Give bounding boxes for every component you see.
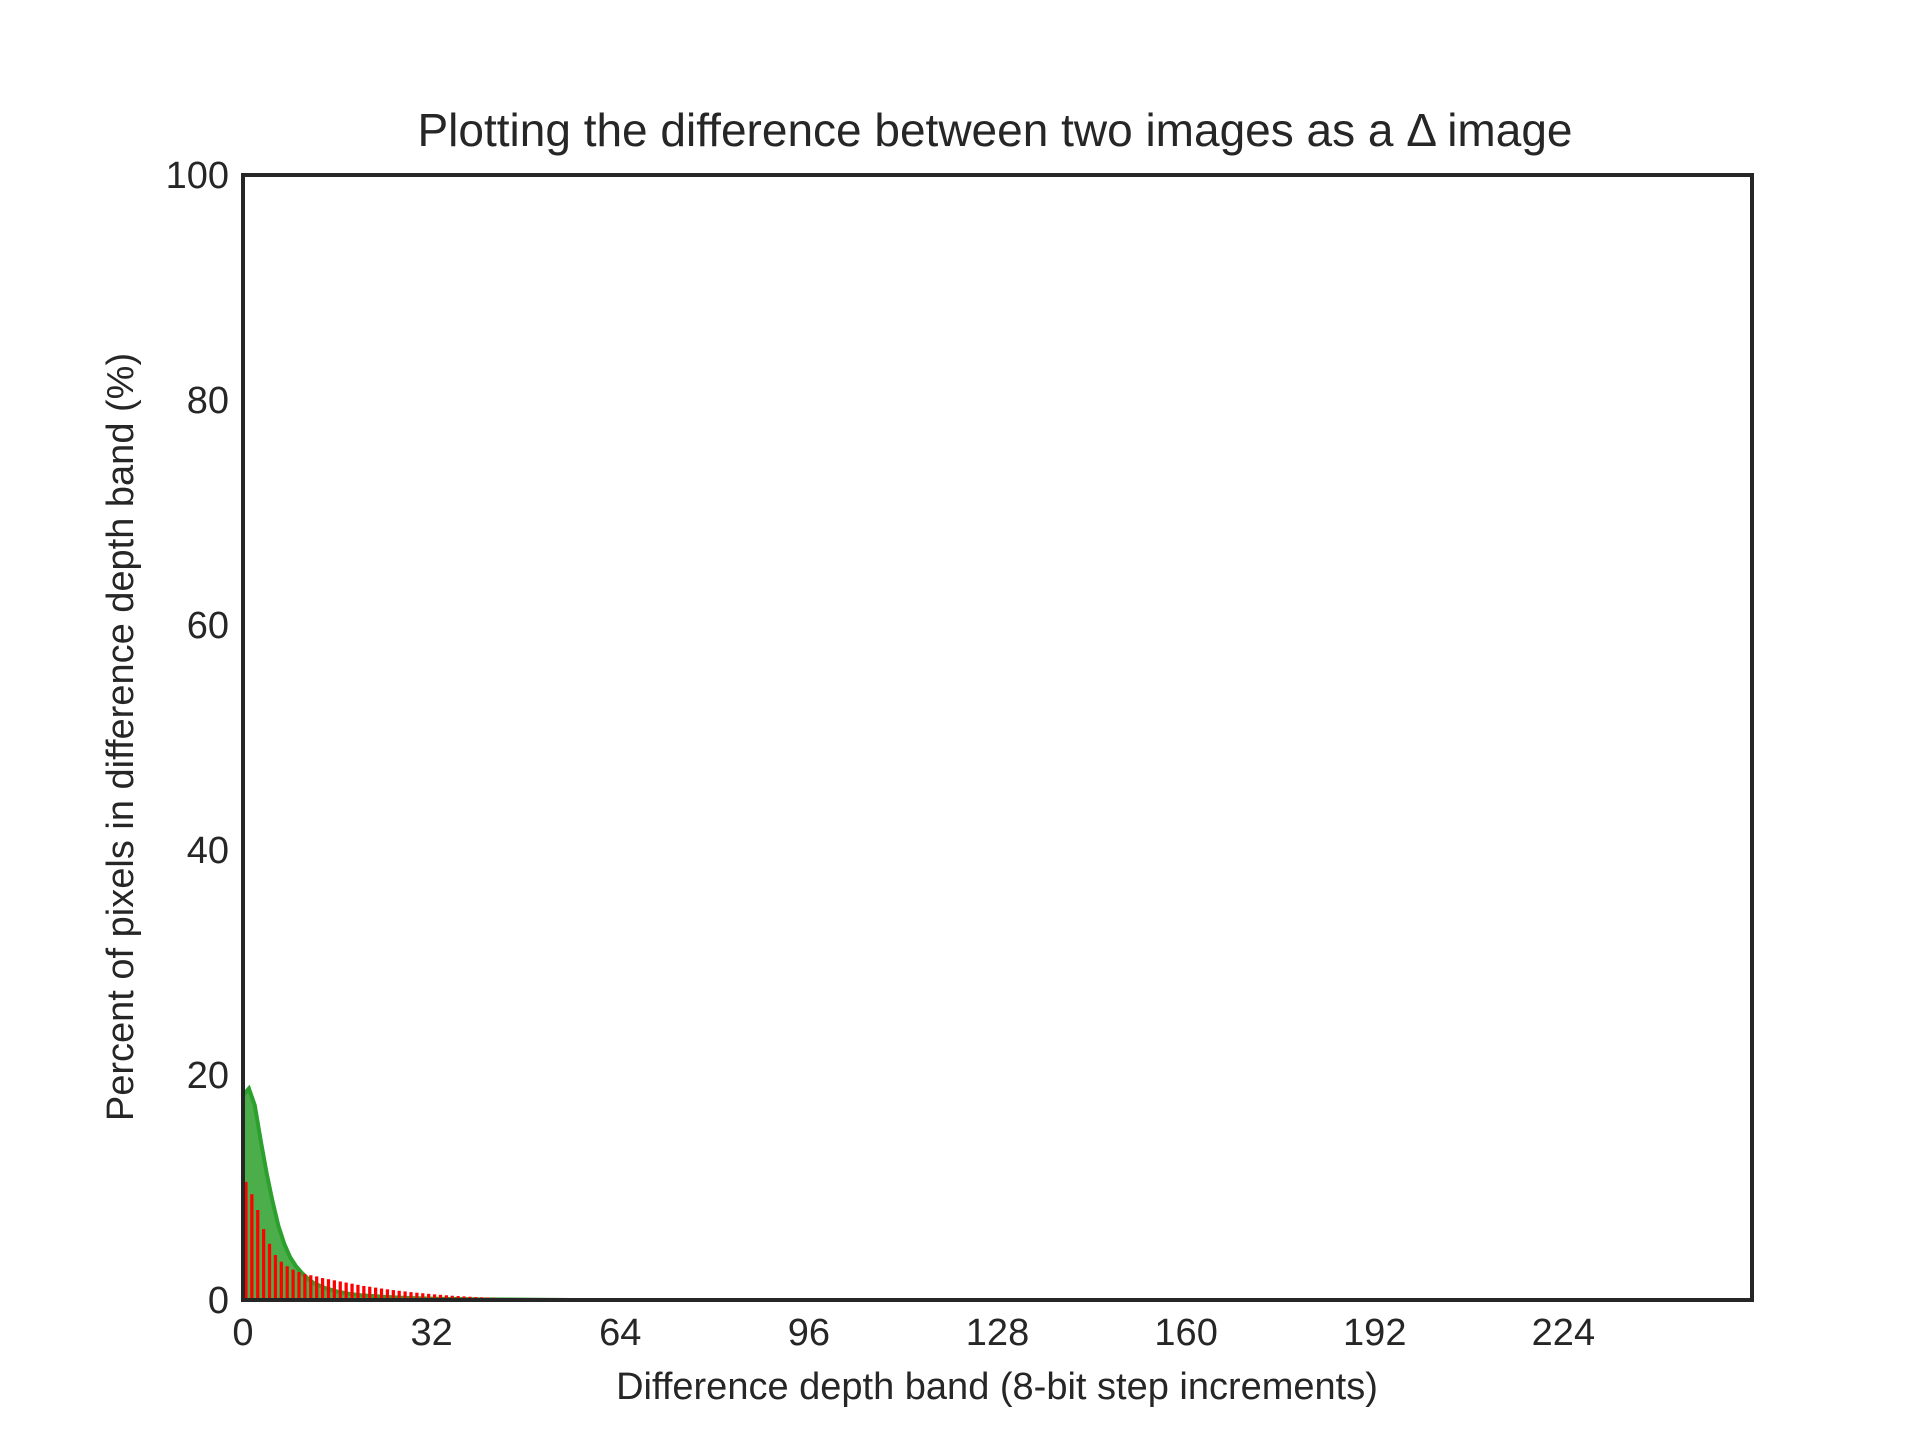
bar xyxy=(244,1181,248,1300)
bar xyxy=(438,1294,443,1300)
chart-title: Plotting the difference between two imag… xyxy=(417,104,1572,156)
area-series-fill xyxy=(243,1088,574,1300)
bar xyxy=(344,1282,348,1300)
y-axis-label: Percent of pixels in difference depth ba… xyxy=(100,353,142,1121)
bar xyxy=(273,1255,278,1300)
x-tick-label: 192 xyxy=(1343,1312,1406,1354)
x-axis-label: Difference depth band (8-bit step increm… xyxy=(616,1366,1378,1408)
bar xyxy=(421,1293,425,1300)
bar xyxy=(397,1290,401,1300)
bar xyxy=(315,1276,319,1300)
bar xyxy=(427,1293,431,1300)
bar xyxy=(391,1290,395,1300)
bar xyxy=(303,1274,307,1300)
plot-area xyxy=(241,1084,574,1302)
bar xyxy=(338,1281,342,1300)
bar xyxy=(385,1289,390,1300)
y-tick-label: 40 xyxy=(187,830,229,872)
x-tick-label: 224 xyxy=(1532,1312,1595,1354)
x-tick-label: 0 xyxy=(232,1312,253,1354)
x-tick-label: 128 xyxy=(966,1312,1029,1354)
y-tick-label: 60 xyxy=(187,605,229,647)
plot-frame xyxy=(241,173,1754,1302)
bar xyxy=(444,1295,448,1300)
bar xyxy=(291,1269,295,1300)
bar xyxy=(403,1291,407,1300)
bar xyxy=(262,1229,266,1300)
y-tick-label: 100 xyxy=(166,155,229,197)
x-tick-label: 96 xyxy=(788,1312,830,1354)
bar xyxy=(267,1243,272,1300)
bar xyxy=(256,1210,260,1300)
bar xyxy=(320,1278,325,1300)
bar xyxy=(374,1287,378,1300)
bar xyxy=(250,1194,254,1300)
y-axis-ticks: 0 20 40 60 80 100 xyxy=(166,155,229,1322)
bar xyxy=(362,1285,366,1300)
bar xyxy=(415,1292,419,1300)
bar xyxy=(326,1279,331,1300)
y-tick-label: 20 xyxy=(187,1055,229,1097)
x-tick-label: 160 xyxy=(1154,1312,1217,1354)
x-tick-label: 32 xyxy=(410,1312,452,1354)
bar xyxy=(368,1286,372,1300)
bar xyxy=(285,1266,289,1300)
bar xyxy=(279,1261,283,1300)
bar xyxy=(332,1280,336,1300)
bar xyxy=(297,1271,301,1300)
bar xyxy=(356,1284,360,1300)
bar xyxy=(450,1295,454,1300)
bar xyxy=(350,1283,354,1300)
bar xyxy=(432,1294,437,1300)
bar xyxy=(309,1275,313,1300)
x-axis-ticks: 0 32 64 96 128 160 192 224 xyxy=(232,1312,1595,1354)
bar xyxy=(379,1288,384,1300)
x-tick-label: 64 xyxy=(599,1312,641,1354)
y-tick-label: 80 xyxy=(187,380,229,422)
y-tick-label: 0 xyxy=(208,1280,229,1322)
bar xyxy=(409,1292,413,1300)
